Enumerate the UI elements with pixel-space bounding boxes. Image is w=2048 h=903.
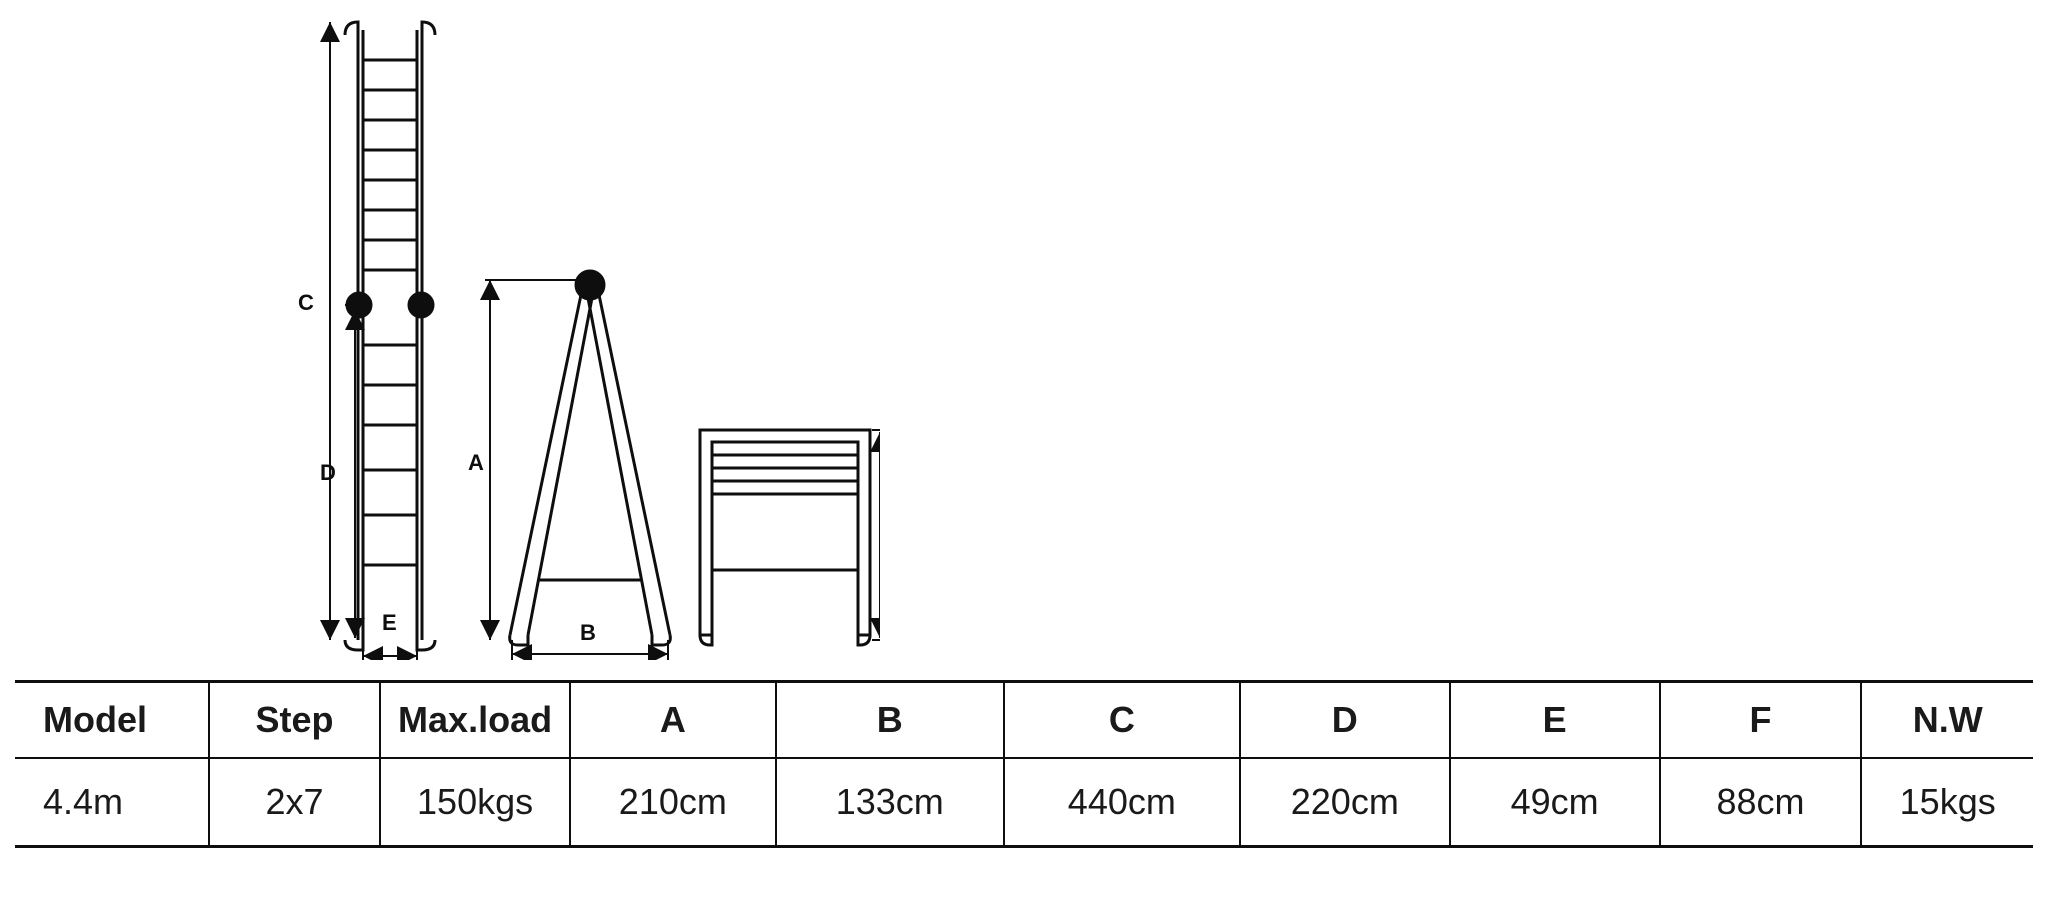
cell-A: 210cm — [570, 758, 776, 847]
dim-A: A — [468, 280, 580, 640]
ladder-platform — [700, 430, 870, 645]
label-D: D — [320, 460, 336, 485]
dim-E: E — [363, 610, 417, 660]
cell-D: 220cm — [1240, 758, 1450, 847]
cell-NW: 15kgs — [1861, 758, 2033, 847]
table-header-row: Model Step Max.load A B C D E F N.W — [15, 682, 2033, 759]
col-NW: N.W — [1861, 682, 2033, 759]
dim-B: B — [512, 620, 668, 660]
cell-B: 133cm — [776, 758, 1004, 847]
cell-maxload: 150kgs — [380, 758, 570, 847]
col-D: D — [1240, 682, 1450, 759]
col-F: F — [1660, 682, 1862, 759]
ladder-aframe — [510, 271, 671, 645]
dim-D: D — [320, 305, 360, 638]
col-B: B — [776, 682, 1004, 759]
cell-model: 4.4m — [15, 758, 209, 847]
label-E: E — [382, 610, 397, 635]
col-C: C — [1004, 682, 1240, 759]
cell-E: 49cm — [1450, 758, 1660, 847]
dim-F: F — [872, 430, 880, 640]
diagram-svg: C D E — [260, 10, 880, 660]
col-maxload: Max.load — [380, 682, 570, 759]
cell-C: 440cm — [1004, 758, 1240, 847]
label-C: C — [298, 290, 314, 315]
label-A: A — [468, 450, 484, 475]
col-E: E — [1450, 682, 1660, 759]
col-step: Step — [209, 682, 381, 759]
dimension-diagrams: C D E — [260, 10, 880, 660]
ladder-straight — [345, 22, 435, 650]
dim-C: C — [298, 22, 330, 640]
label-B: B — [580, 620, 596, 645]
col-model: Model — [15, 682, 209, 759]
cell-step: 2x7 — [209, 758, 381, 847]
col-A: A — [570, 682, 776, 759]
spec-table: Model Step Max.load A B C D E F N.W 4.4m… — [15, 680, 2033, 848]
cell-F: 88cm — [1660, 758, 1862, 847]
table-row: 4.4m 2x7 150kgs 210cm 133cm 440cm 220cm … — [15, 758, 2033, 847]
